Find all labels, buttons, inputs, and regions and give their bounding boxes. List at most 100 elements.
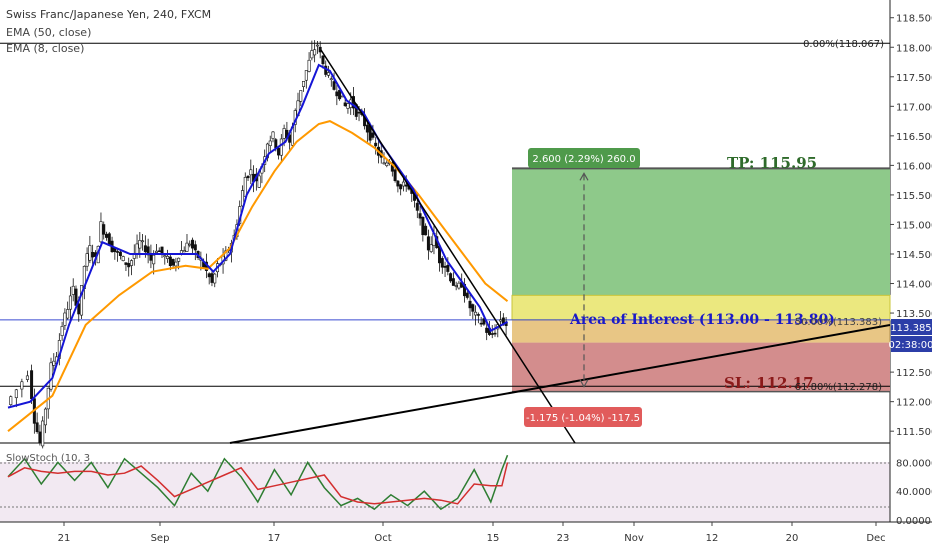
candle-body bbox=[116, 251, 120, 253]
chart-title: Swiss Franc/Japanese Yen, 240, FXCM bbox=[6, 8, 211, 21]
candle-body bbox=[282, 128, 286, 139]
price-axis-label: 112.500 bbox=[896, 368, 932, 379]
candle-body bbox=[415, 202, 419, 211]
stop-arrow-head bbox=[579, 379, 589, 388]
price-axis-label: 118.500 bbox=[896, 14, 932, 25]
candlestick-series bbox=[9, 40, 508, 449]
fib-0-label: 0.00%(118.067) bbox=[803, 39, 884, 50]
candle-body bbox=[249, 169, 253, 176]
descending-trendline[interactable] bbox=[320, 49, 576, 444]
price-axis-label: 116.000 bbox=[896, 161, 932, 172]
candle-body bbox=[310, 50, 314, 59]
candle-body bbox=[171, 259, 175, 266]
sl-label: SL: 112.17 bbox=[724, 374, 814, 392]
sl-zone bbox=[512, 342, 890, 392]
candle-body bbox=[382, 162, 386, 165]
candle-body bbox=[357, 111, 361, 114]
price-axis-label: 114.500 bbox=[896, 250, 932, 261]
stop-badge bbox=[524, 407, 642, 427]
time-axis-label: Dec bbox=[866, 533, 885, 544]
time-axis-label: 15 bbox=[487, 533, 500, 544]
candle-body bbox=[118, 251, 122, 257]
last-price-tag bbox=[891, 319, 932, 335]
price-axis-label: 114.000 bbox=[896, 280, 932, 291]
price-axis[interactable]: 111.500112.000112.500113.000113.500114.0… bbox=[890, 14, 932, 438]
candle-body bbox=[207, 273, 211, 278]
fib-618-label: 61.80%(112.278) bbox=[795, 382, 882, 393]
candle-body bbox=[143, 245, 147, 253]
candle-body bbox=[401, 181, 405, 187]
candle-body bbox=[346, 103, 350, 109]
candle-body bbox=[329, 78, 333, 81]
ascending-trendline[interactable] bbox=[229, 324, 891, 444]
candle-body bbox=[454, 285, 458, 287]
time-axis-label: Nov bbox=[624, 533, 644, 544]
candle-body bbox=[213, 273, 217, 284]
candle-body bbox=[246, 175, 250, 179]
candle-body bbox=[302, 81, 306, 87]
time-axis-label: 12 bbox=[706, 533, 719, 544]
candle-body bbox=[399, 184, 403, 190]
price-axis-label: 117.000 bbox=[896, 102, 932, 113]
candle-body bbox=[493, 332, 497, 335]
candle-body bbox=[277, 147, 281, 156]
candle-body bbox=[390, 162, 394, 172]
candle-body bbox=[327, 72, 331, 76]
ema50-line bbox=[7, 120, 509, 432]
candle-body bbox=[210, 273, 214, 283]
time-axis-label: 23 bbox=[557, 533, 570, 544]
candle-body bbox=[9, 396, 13, 405]
candle-body bbox=[396, 180, 400, 187]
candle-body bbox=[66, 309, 70, 319]
candle-body bbox=[257, 175, 261, 188]
candle-body bbox=[449, 273, 453, 282]
candle-body bbox=[99, 221, 103, 243]
candle-body bbox=[43, 408, 47, 426]
price-axis-label: 117.500 bbox=[896, 73, 932, 84]
candle-body bbox=[182, 250, 186, 253]
candle-body bbox=[30, 370, 34, 400]
time-axis-label: 17 bbox=[268, 533, 281, 544]
stoch-legend: SlowStoch (10, 3 bbox=[6, 453, 90, 464]
candle-body bbox=[60, 326, 64, 336]
price-axis-label: 111.500 bbox=[896, 427, 932, 438]
stoch-axis-label: 80.0000 bbox=[896, 458, 932, 469]
candle-body bbox=[343, 102, 347, 107]
candle-body bbox=[168, 256, 172, 266]
price-axis-label: 116.500 bbox=[896, 132, 932, 143]
candle-body bbox=[107, 233, 111, 246]
candle-body bbox=[129, 260, 133, 266]
aoi-label: Area of Interest (113.00 - 113.80) bbox=[569, 312, 835, 328]
candle-body bbox=[154, 250, 158, 253]
candle-body bbox=[393, 169, 397, 182]
candle-body bbox=[385, 162, 389, 166]
candle-body bbox=[121, 256, 125, 261]
candle-body bbox=[271, 131, 275, 139]
candle-body bbox=[49, 362, 53, 390]
candle-body bbox=[315, 44, 319, 47]
candle-body bbox=[299, 90, 303, 102]
candle-body bbox=[426, 236, 430, 251]
target-badge bbox=[528, 148, 640, 168]
stoch-axis-label: 40.0000 bbox=[896, 487, 932, 498]
time-axis[interactable]: 21 Sep 17 Oct 15 23 Nov 12 20 Dec bbox=[58, 522, 886, 544]
candle-body bbox=[307, 59, 311, 72]
candle-body bbox=[474, 311, 478, 316]
time-axis-label: 20 bbox=[786, 533, 799, 544]
stoch-d-line bbox=[7, 462, 509, 505]
time-axis-label: 21 bbox=[58, 533, 71, 544]
candle-body bbox=[374, 142, 378, 147]
aoi-zone-lower bbox=[512, 319, 890, 343]
ema50-legend: EMA (50, close) bbox=[6, 26, 91, 39]
candle-body bbox=[404, 184, 408, 187]
candle-body bbox=[429, 244, 433, 252]
ema8-legend: EMA (8, close) bbox=[6, 42, 84, 55]
candle-body bbox=[332, 81, 336, 90]
candle-body bbox=[63, 312, 67, 326]
candle-body bbox=[274, 139, 278, 149]
stoch-k-line bbox=[7, 454, 509, 511]
last-price-tag-text: 113.385 bbox=[890, 323, 931, 334]
candle-body bbox=[268, 140, 272, 146]
candle-body bbox=[14, 389, 18, 399]
